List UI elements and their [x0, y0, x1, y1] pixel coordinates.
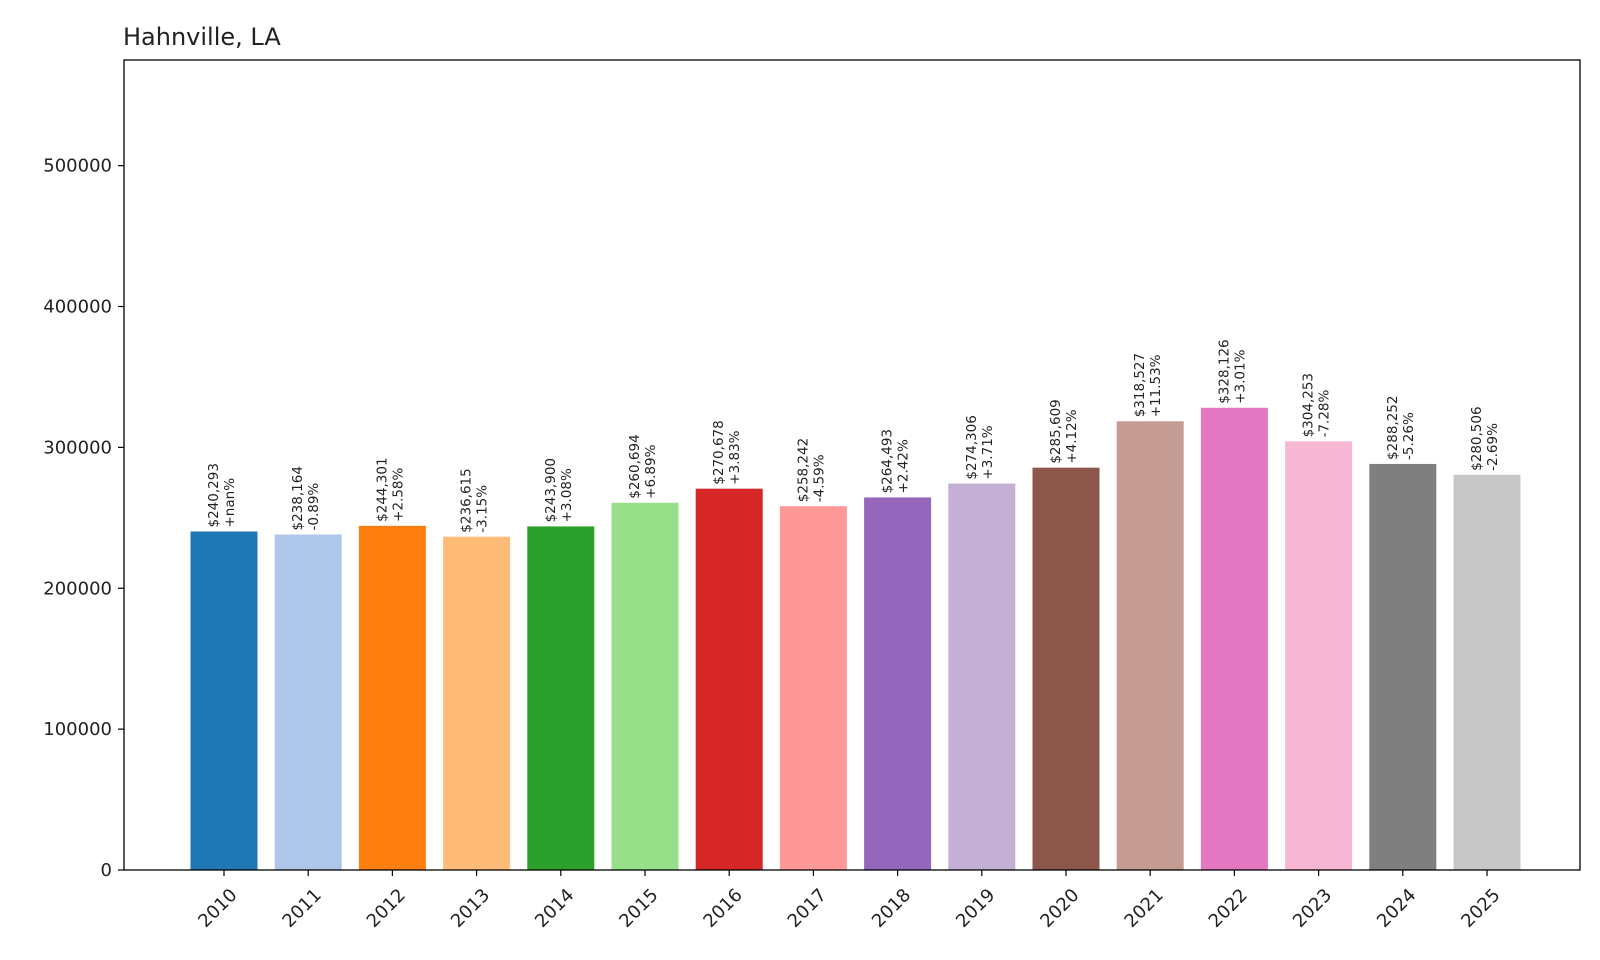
bar-change-label: -2.69% — [1485, 423, 1501, 471]
bar-change-label: +2.42% — [896, 439, 912, 493]
x-tick-label: 2022 — [1205, 885, 1252, 932]
bar-value-label: $270,678 — [711, 420, 727, 484]
y-tick-label: 200000 — [43, 578, 112, 599]
bar-2021 — [1116, 421, 1184, 870]
x-tick-label: 2023 — [1289, 885, 1336, 932]
plot-frame — [123, 59, 1581, 871]
bar-2017 — [779, 506, 847, 870]
x-axis: 2010 2011 2012 2013 2014 2015 2016 2017 2018 2019… — [194, 870, 1505, 932]
bar-value-label: $328,126 — [1216, 339, 1232, 403]
x-tick-label: 2019 — [952, 885, 999, 932]
bar-2014 — [527, 526, 595, 870]
bar-2025 — [1453, 474, 1521, 870]
bar-value-label: $288,252 — [1385, 396, 1401, 460]
bar-2015 — [611, 502, 679, 870]
bar-value-label: $304,253 — [1301, 373, 1317, 437]
x-tick-label: 2013 — [447, 885, 494, 932]
y-tick-label: 100000 — [43, 719, 112, 740]
bar-change-label: -4.59% — [811, 454, 827, 502]
bar-value-label: $240,293 — [206, 463, 222, 527]
bar-2010 — [190, 531, 258, 870]
bar-change-label: +nan% — [222, 478, 238, 528]
bar-value-label: $264,493 — [880, 429, 896, 493]
bar-value-label: $238,164 — [290, 466, 306, 530]
bar-change-label: -7.28% — [1317, 389, 1333, 437]
y-tick-label: 0 — [101, 860, 112, 881]
x-tick-label: 2017 — [784, 885, 831, 932]
bar-change-label: +11.53% — [1148, 354, 1164, 417]
x-tick-label: 2012 — [363, 885, 410, 932]
x-tick-label: 2018 — [868, 885, 915, 932]
bar-2013 — [443, 536, 511, 870]
bar-labels-group: $240,293 +nan% $238,164 -0.89% $244,301 +2.58… — [206, 339, 1501, 532]
y-tick-label: 300000 — [43, 437, 112, 458]
bar-change-label: +3.08% — [559, 468, 575, 522]
y-tick-label: 500000 — [43, 156, 112, 177]
bar-2019 — [948, 483, 1016, 870]
bar-2023 — [1285, 441, 1353, 870]
bar-change-label: +3.71% — [980, 425, 996, 479]
bar-change-label: -0.89% — [306, 483, 322, 531]
y-tick-label: 400000 — [43, 297, 112, 318]
bar-change-label: +6.89% — [643, 444, 659, 498]
bar-value-label: $236,615 — [459, 468, 475, 532]
x-tick-label: 2020 — [1036, 885, 1083, 932]
x-tick-label: 2010 — [194, 885, 241, 932]
bars-group — [190, 407, 1521, 870]
bar-change-label: +3.83% — [727, 430, 743, 484]
bar-change-label: +2.58% — [390, 467, 406, 521]
bar-value-label: $280,506 — [1469, 406, 1485, 470]
bar-2022 — [1200, 407, 1268, 870]
bar-change-label: -3.15% — [475, 485, 491, 533]
bar-2024 — [1369, 463, 1437, 870]
bar-2016 — [695, 488, 763, 870]
x-tick-label: 2021 — [1120, 885, 1167, 932]
bar-value-label: $318,527 — [1132, 353, 1148, 417]
bar-2012 — [358, 525, 426, 870]
bar-change-label: +4.12% — [1064, 409, 1080, 463]
bar-2018 — [864, 497, 932, 870]
bar-value-label: $274,306 — [964, 415, 980, 479]
bar-2011 — [274, 534, 342, 870]
bar-value-label: $258,242 — [795, 438, 811, 502]
bar-change-label: +3.01% — [1232, 349, 1248, 403]
x-tick-label: 2014 — [531, 885, 578, 932]
bar-value-label: $285,609 — [1048, 399, 1064, 463]
bar-value-label: $260,694 — [627, 434, 643, 498]
bar-value-label: $244,301 — [374, 457, 390, 521]
x-tick-label: 2015 — [615, 885, 662, 932]
bar-change-label: -5.26% — [1401, 412, 1417, 460]
y-axis: 0 100000 200000 300000 400000 500000 — [43, 156, 124, 881]
bar-value-label: $243,900 — [543, 458, 559, 522]
x-tick-label: 2016 — [699, 885, 746, 932]
chart-title: Hahnville, LA — [123, 23, 281, 51]
bar-2020 — [1032, 467, 1100, 870]
x-tick-label: 2011 — [278, 885, 325, 932]
x-tick-label: 2024 — [1373, 885, 1420, 932]
x-tick-label: 2025 — [1457, 885, 1504, 932]
